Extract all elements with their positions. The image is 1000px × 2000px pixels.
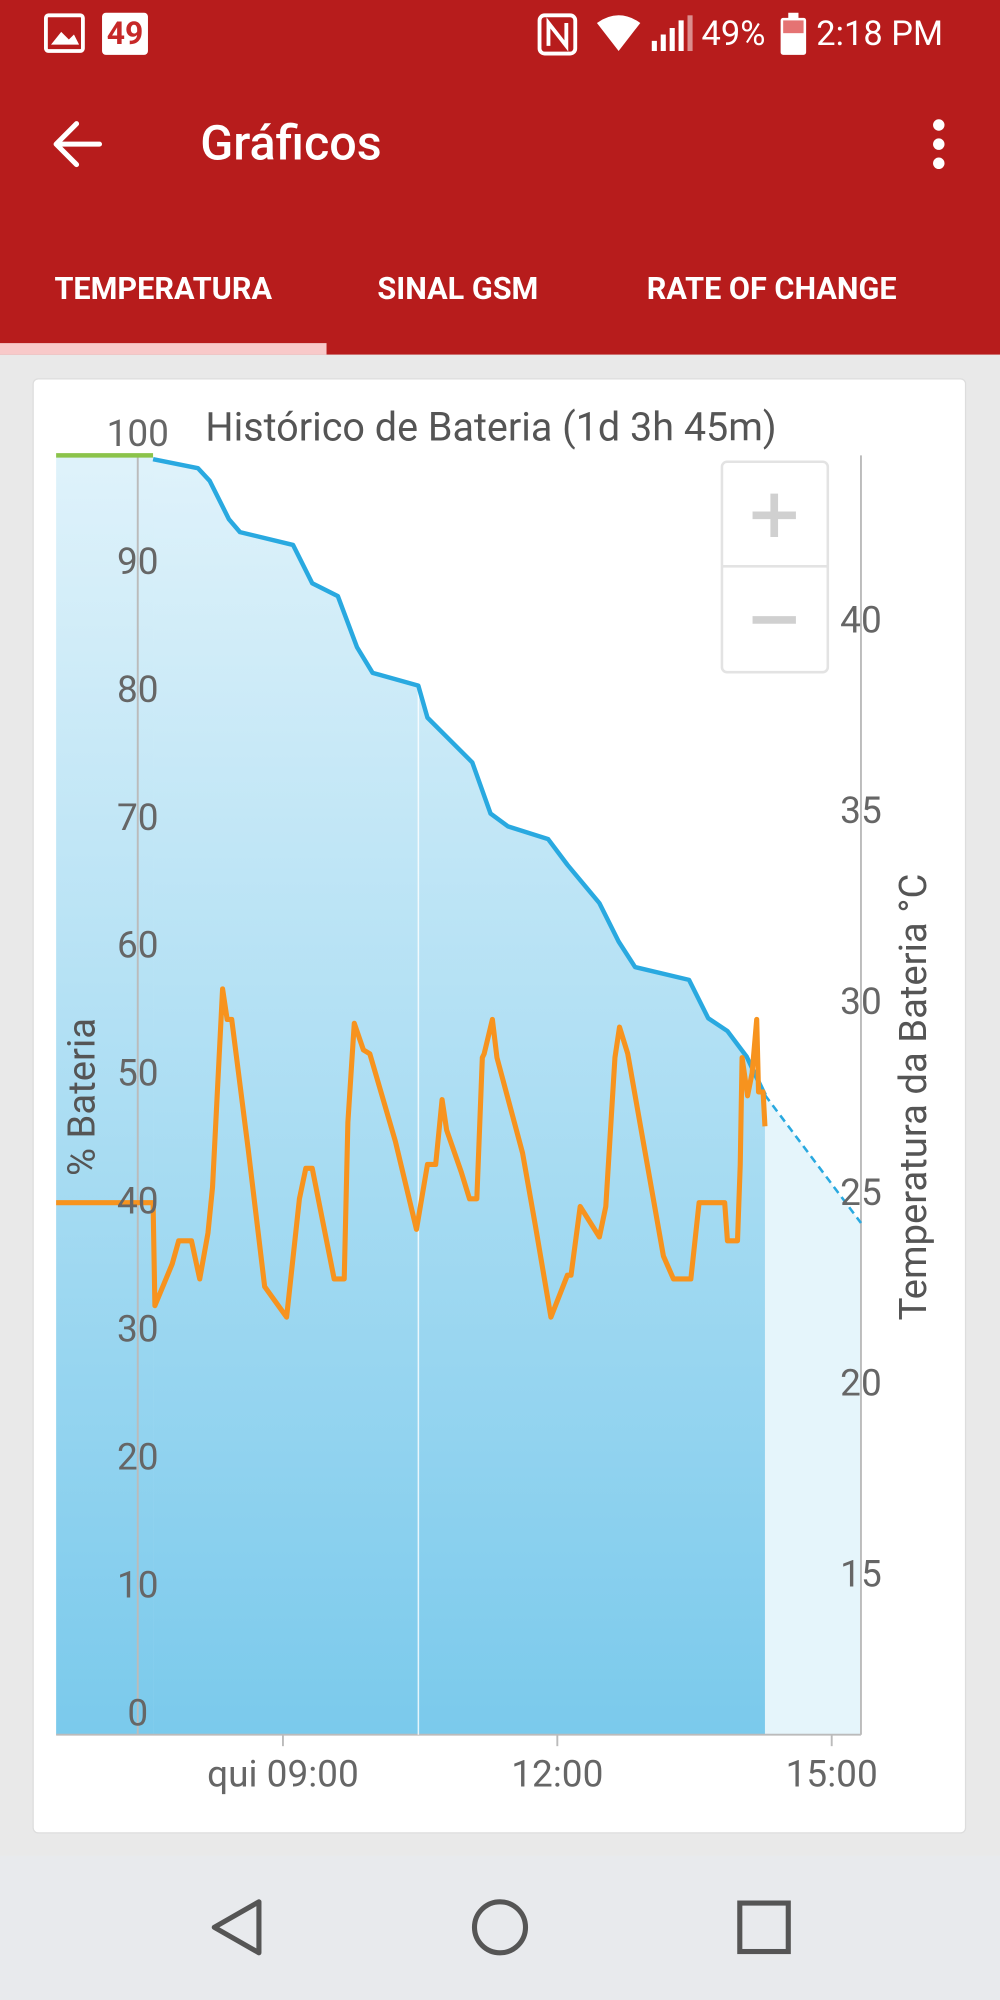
battery-line <box>763 1094 862 1224</box>
temperature-line <box>56 986 768 1320</box>
y2-tick-label: 15 <box>840 1553 882 1596</box>
y-tick-label: 20 <box>117 1436 159 1479</box>
y-tick-label: 80 <box>117 669 159 712</box>
y-tick-label: 70 <box>117 797 159 840</box>
nav-back[interactable] <box>211 1899 262 1956</box>
notification-count: 49 <box>107 14 144 52</box>
zoom-controls <box>720 460 830 674</box>
overflow-menu[interactable] <box>933 119 945 170</box>
y2-tick-label: 25 <box>840 1172 882 1215</box>
battery-line <box>152 457 767 1096</box>
y2-tick-label: 40 <box>840 599 882 642</box>
chart-title: Histórico de Bateria (1d 3h 45m) <box>205 403 776 450</box>
y-tick-label: 100 <box>107 413 169 456</box>
tab[interactable]: RATE OF CHANGE <box>647 272 897 307</box>
y2-tick-label: 30 <box>840 981 882 1024</box>
plot: 0 10 20 30 40 50 60 70 80 90 100 15 20 25 30 35 40 qui 09… <box>56 413 882 1797</box>
tab-indicator <box>0 343 327 355</box>
app-header <box>0 0 1000 355</box>
zoom-in[interactable] <box>752 493 796 537</box>
y-tick-label: 10 <box>117 1564 159 1607</box>
x-tick-label: 12:00 <box>511 1754 603 1797</box>
y-tick-label: 50 <box>117 1053 159 1096</box>
y2-tick-label: 35 <box>840 790 882 833</box>
y-tick-label: 30 <box>117 1309 159 1352</box>
app-title: Gráficos <box>200 114 381 171</box>
battery-area <box>764 1095 861 1735</box>
tab[interactable]: SINAL GSM <box>377 272 538 307</box>
y2-axis-title: Temperatura da Bateria °C <box>892 874 936 1321</box>
clock: 2:18 PM <box>816 14 943 54</box>
battery-percent: 49% <box>702 14 766 54</box>
nav-home[interactable] <box>471 1899 529 1956</box>
y2-tick-label: 20 <box>840 1363 882 1406</box>
tab[interactable]: TEMPERATURA <box>54 272 272 307</box>
y-axis-title: % Bateria <box>60 1018 104 1176</box>
status-icons: 49 49% 2:18 PM <box>44 12 943 56</box>
nav-bar <box>0 1855 1000 2000</box>
x-tick-label: qui 09:00 <box>207 1754 359 1797</box>
y-tick-label: 40 <box>117 1181 159 1224</box>
back-button[interactable] <box>53 121 103 168</box>
x-tick-label: 15:00 <box>786 1754 878 1797</box>
nav-recents[interactable] <box>737 1900 791 1955</box>
battery-area <box>153 459 765 1735</box>
y-tick-label: 90 <box>117 541 159 584</box>
y-tick-label: 0 <box>127 1692 148 1735</box>
y-tick-label: 60 <box>117 925 159 968</box>
